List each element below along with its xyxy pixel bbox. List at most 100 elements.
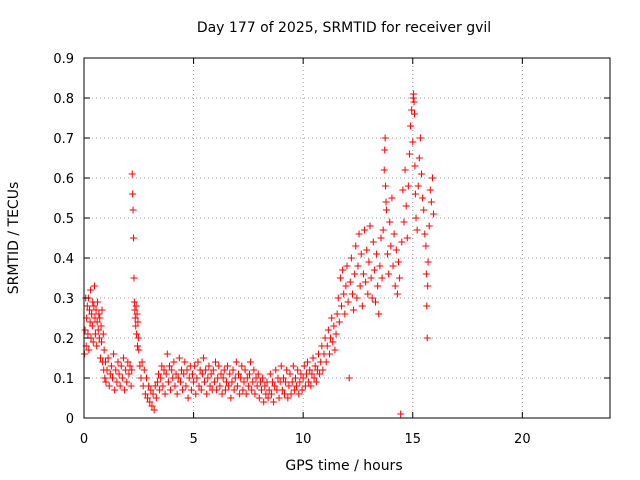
data-point [382, 182, 390, 190]
data-point [207, 370, 215, 378]
data-point [380, 166, 388, 174]
data-point [153, 378, 161, 386]
data-point [131, 306, 139, 314]
data-point [285, 382, 293, 390]
data-point [404, 182, 412, 190]
data-point [376, 262, 384, 270]
data-point [236, 390, 244, 398]
data-point [181, 358, 189, 366]
data-point [374, 282, 382, 290]
data-point [100, 346, 108, 354]
data-point [415, 154, 423, 162]
data-point [101, 358, 109, 366]
data-point [219, 374, 227, 382]
data-point [305, 378, 313, 386]
data-point [427, 198, 435, 206]
data-point [281, 390, 289, 398]
data-point [84, 330, 92, 338]
data-point [390, 230, 398, 238]
data-point [311, 362, 319, 370]
data-point [119, 354, 127, 362]
data-point [358, 302, 366, 310]
data-point [216, 382, 224, 390]
data-point [185, 374, 193, 382]
data-point [103, 366, 111, 374]
data-point [90, 302, 98, 310]
data-point [271, 382, 279, 390]
data-point [286, 370, 294, 378]
data-point [335, 318, 343, 326]
data-point [96, 354, 104, 362]
data-point [135, 346, 143, 354]
data-point [226, 370, 234, 378]
y-tick-label: 0.1 [53, 372, 74, 387]
data-point [242, 390, 250, 398]
data-point [190, 378, 198, 386]
plot-frame [83, 57, 611, 419]
data-point [81, 326, 89, 334]
data-point [395, 258, 403, 266]
data-point [95, 334, 103, 342]
data-point [134, 318, 142, 326]
data-point [413, 226, 421, 234]
data-point [168, 366, 176, 374]
data-point [344, 298, 352, 306]
data-point [85, 306, 93, 314]
data-point [258, 386, 266, 394]
data-point [237, 374, 245, 382]
data-point [205, 362, 213, 370]
data-point [362, 278, 370, 286]
data-point [355, 230, 363, 238]
data-point [310, 374, 318, 382]
data-point [144, 394, 152, 402]
tick-labels: 0 0.1 0.2 0.3 0.4 0.5 0.6 0.7 0.8 0.9 0 5 10 15 20 [53, 52, 530, 447]
data-point [279, 374, 287, 382]
data-point [397, 410, 405, 418]
data-point [122, 366, 130, 374]
data-point [156, 386, 164, 394]
data-point [408, 106, 416, 114]
x-axis-label: GPS time / hours [285, 458, 402, 474]
data-point [336, 274, 344, 282]
data-point [230, 386, 238, 394]
data-point [240, 378, 248, 386]
data-point [252, 374, 260, 382]
data-point [140, 366, 148, 374]
data-point [163, 350, 171, 358]
data-point [204, 374, 212, 382]
data-point [182, 382, 190, 390]
data-point [93, 342, 101, 350]
data-points [80, 90, 438, 418]
data-point [386, 218, 394, 226]
y-tick-label: 0 [66, 412, 74, 427]
data-point [381, 146, 389, 154]
data-point [256, 378, 264, 386]
y-tick-label: 0.9 [53, 52, 74, 67]
chart-title: Day 177 of 2025, SRMTID for receiver gvi… [197, 20, 491, 36]
data-point [295, 390, 303, 398]
data-point [422, 270, 430, 278]
data-point [393, 290, 401, 298]
data-point [277, 362, 285, 370]
data-point [123, 378, 131, 386]
data-point [241, 366, 249, 374]
data-point [238, 362, 246, 370]
data-point [430, 210, 438, 218]
data-point [112, 366, 120, 374]
data-point [265, 386, 273, 394]
data-point [332, 330, 340, 338]
data-point [351, 270, 359, 278]
data-point [381, 134, 389, 142]
data-point [368, 294, 376, 302]
data-point [194, 358, 202, 366]
data-point [134, 334, 142, 342]
data-point [414, 182, 422, 190]
data-point [366, 222, 374, 230]
data-point [357, 250, 365, 258]
data-point [129, 190, 137, 198]
data-point [251, 390, 259, 398]
data-point [89, 338, 97, 346]
data-point [282, 378, 290, 386]
data-point [202, 366, 210, 374]
data-point [91, 282, 99, 290]
